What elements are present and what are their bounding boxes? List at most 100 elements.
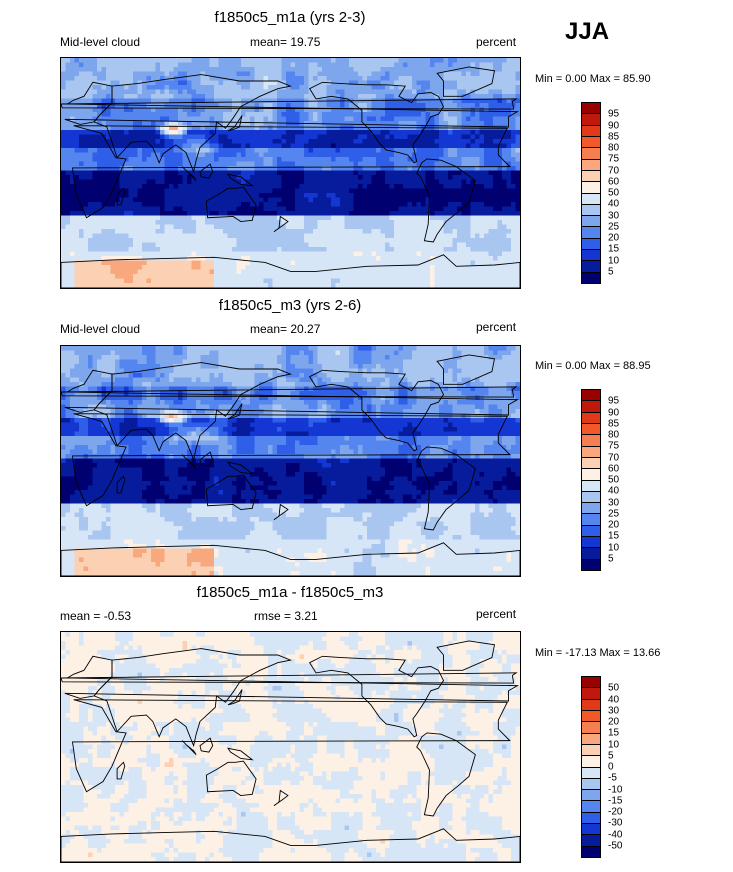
colorbar-swatch [582,261,600,273]
colorbar-tick-label: 70 [608,165,620,176]
colorbar-tick-label: 25 [608,221,620,233]
colorbar-swatch [582,525,600,538]
colorbar-swatch [582,744,600,757]
coastline [64,81,520,128]
coastline [416,158,476,243]
colorbar-tick-label: 10 [608,739,620,750]
colorbar-tick-label: 95 [608,108,620,120]
panel-2-left-label: Mid-level cloud [60,322,141,336]
colorbar-tick-label: -20 [608,806,623,818]
colorbar-swatch [582,204,600,217]
colorbar-tick-label: 0 [608,761,614,773]
panel-1-units: percent [476,35,517,49]
colorbar-swatch [582,159,600,171]
colorbar-tick-label: 60 [608,176,620,188]
colorbar-tick-label: 80 [608,429,620,441]
colorbar-swatch [582,114,600,126]
coastline [308,81,445,164]
colorbar-tick-label: 60 [608,463,620,475]
coastline [181,166,197,181]
colorbar-tick-label: 25 [608,508,620,520]
contour-field [61,632,520,862]
coastline [116,187,126,206]
colorbar-tick-label: 50 [608,682,620,694]
coastline [205,760,257,797]
coastline [227,403,243,420]
contour-field [61,346,520,576]
colorbar-swatch [582,801,600,813]
colorbar-tick-label: -15 [608,795,623,807]
map-plot [61,58,520,288]
coastline [227,689,243,706]
colorbar-tick-label: 30 [608,497,620,508]
coastline [181,454,197,469]
panel-3-title: f1850c5_m1a - f1850c5_m3 [196,584,384,601]
season-label: JJA [565,18,610,45]
coastline [436,354,496,385]
colorbar-tick-label: 50 [608,187,620,199]
colorbar-swatch [582,699,600,711]
colorbar-swatch [582,193,600,205]
coastline [436,640,496,671]
colorbar-tick-label: 75 [608,153,620,165]
colorbar-swatch [582,272,600,283]
colorbar-swatch [582,790,600,802]
coastline [227,461,254,475]
colorbar-tick-label: 30 [608,210,620,221]
colorbar-swatch [582,846,600,857]
colorbar-swatch [582,125,600,137]
coastline [436,66,496,97]
colorbar-swatch [582,559,600,570]
colorbar-swatch [582,412,600,424]
panel-3-left-label: mean = -0.53 [60,609,132,623]
coastline [93,648,293,748]
colorbar-tick-label: 40 [608,485,620,497]
colorbar-tick-label: 10 [608,255,620,266]
coastline [64,369,520,416]
panel-3-map [60,631,521,863]
colorbar-tick-label: 20 [608,232,620,244]
panel-1-title: f1850c5_m1a (yrs 2-3) [214,9,366,26]
panel-1-minmax: Min = 0.00 Max = 85.90 [535,73,651,85]
colorbar-swatch [582,491,600,504]
colorbar-swatch [582,756,600,768]
coastline [199,163,214,179]
panel-2-colorbar [581,389,601,571]
coastline [273,215,289,233]
colorbar-tick-label: -30 [608,817,623,829]
colorbar-tick-label: 20 [608,519,620,531]
colorbar-swatch [582,778,600,791]
coastline [308,655,445,738]
colorbar-swatch [582,238,600,251]
colorbar-tick-label: 85 [608,418,620,430]
colorbar-swatch [582,722,600,734]
coastline [273,503,289,521]
panel-1-map [60,57,521,289]
colorbar-tick-label: 20 [608,716,620,728]
colorbar-swatch [582,103,600,115]
coastline [61,542,520,576]
coastline [61,98,518,110]
colorbar-swatch [582,710,600,723]
colorbar-tick-label: 95 [608,395,620,407]
panel-2-minmax: Min = 0.00 Max = 88.95 [535,360,651,372]
colorbar-tick-label: 15 [608,243,620,255]
coastline [116,475,126,494]
colorbar-tick-label: 5 [608,750,614,762]
coastline [93,362,293,462]
panel-1-center-label: mean= 19.75 [250,35,321,49]
coastline [93,74,293,174]
colorbar-swatch [582,401,600,413]
coastline [227,747,254,761]
colorbar-swatch [582,767,600,779]
panel-3-center-label: rmse = 3.21 [254,609,318,623]
panel-3-minmax: Min = -17.13 Max = 13.66 [535,647,661,659]
colorbar-tick-label: 15 [608,530,620,542]
panel-3-colorbar [581,676,601,858]
panel-3-units: percent [476,607,517,621]
colorbar-swatch [582,170,600,183]
coastline [199,737,214,753]
panel-2-units: percent [476,320,517,334]
colorbar-tick-label: -40 [608,829,623,840]
map-plot [61,632,520,862]
